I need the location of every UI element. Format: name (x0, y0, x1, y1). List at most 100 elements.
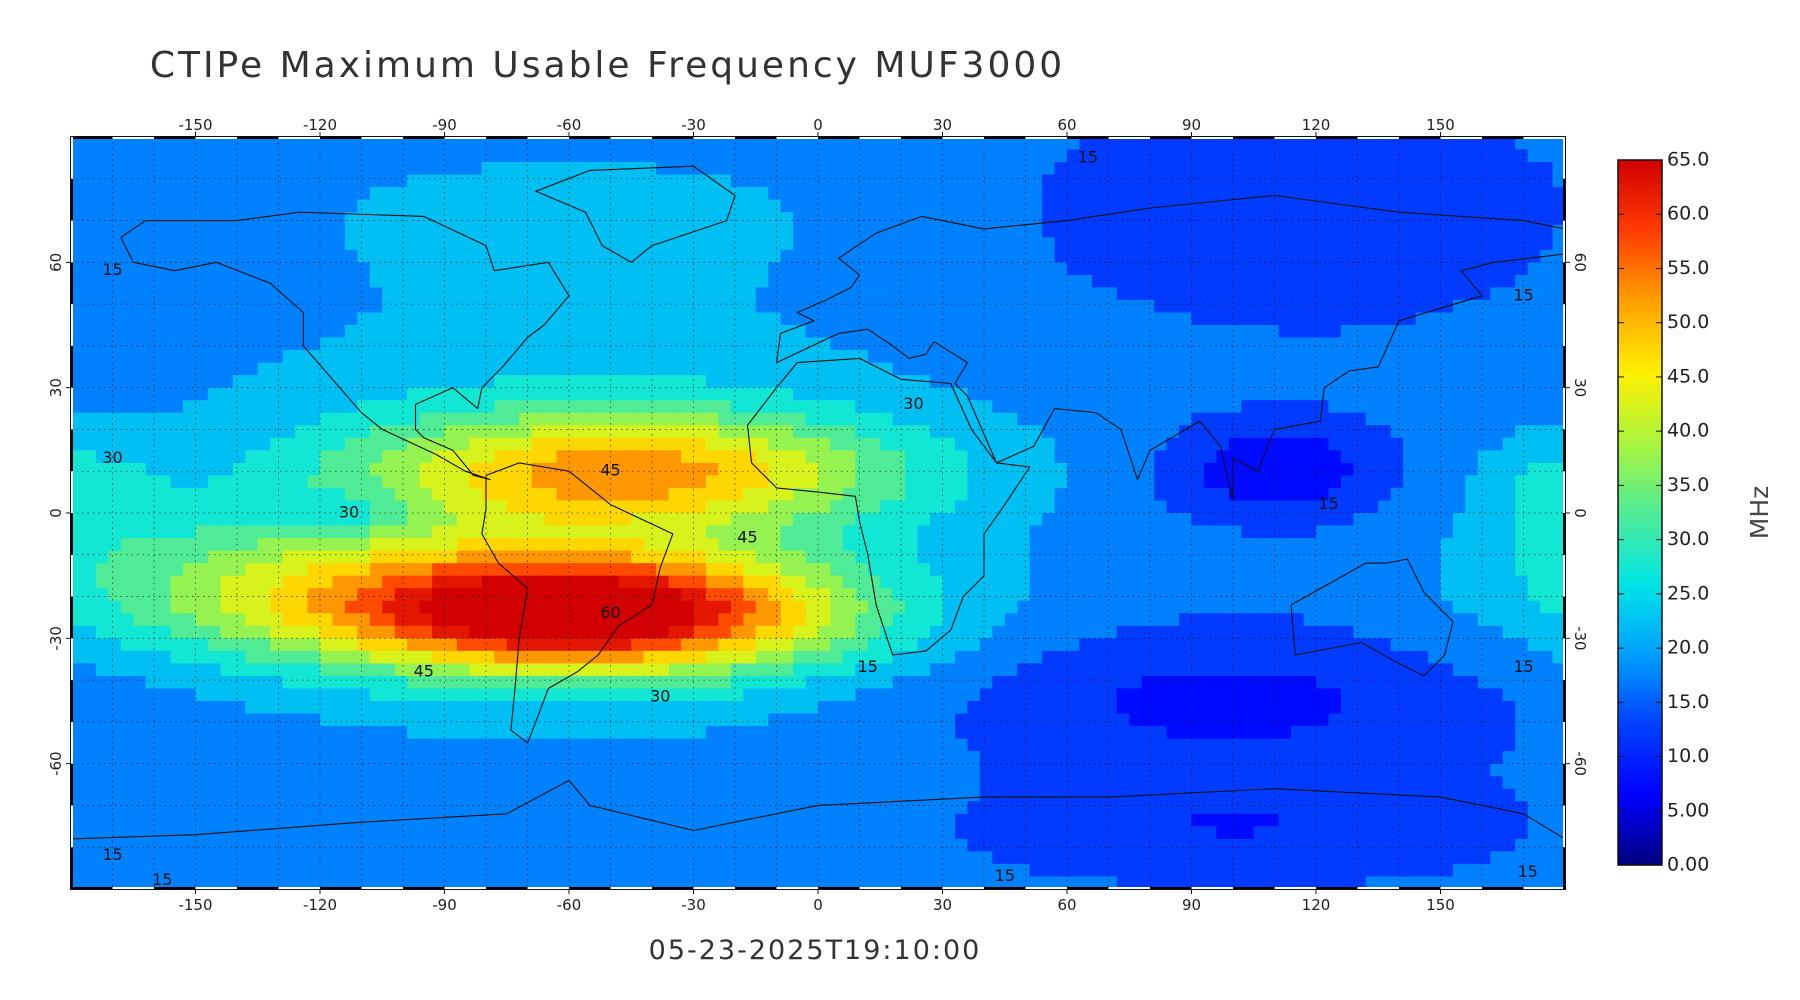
contour-cell (320, 199, 334, 213)
contour-cell (593, 174, 607, 188)
contour-cell (1291, 437, 1305, 451)
contour-cell (1316, 162, 1330, 176)
contour-cell (1440, 274, 1454, 288)
contour-cell (1253, 224, 1267, 238)
contour-cell (108, 337, 122, 351)
contour-cell (1004, 437, 1018, 451)
contour-cell (270, 613, 284, 627)
contour-cell (668, 199, 682, 213)
contour-cell (1490, 237, 1504, 251)
contour-cell (407, 550, 421, 564)
contour-cell (1378, 500, 1392, 514)
contour-cell (1116, 312, 1130, 326)
contour-cell (556, 487, 570, 502)
contour-cell (257, 199, 271, 213)
contour-cell (544, 375, 558, 389)
contour-cell (1353, 588, 1367, 602)
contour-cell (681, 563, 695, 577)
contour-cell (1253, 249, 1267, 263)
contour-cell (805, 450, 819, 464)
contour-cell (394, 149, 408, 163)
contour-cell (170, 450, 184, 464)
contour-cell (369, 187, 383, 201)
contour-cell (892, 299, 906, 314)
contour-cell (369, 550, 383, 564)
contour-cell (83, 137, 97, 151)
contour-cell (158, 487, 172, 502)
contour-cell (1042, 375, 1056, 389)
contour-cell (1154, 212, 1168, 226)
contour-cell (1228, 187, 1242, 201)
contour-cell (1116, 588, 1130, 602)
contour-cell (519, 600, 533, 614)
contour-cell (867, 475, 881, 489)
contour-cell (481, 625, 495, 639)
contour-cell (257, 149, 271, 163)
contour-cell (1091, 387, 1105, 401)
contour-cell (905, 550, 919, 564)
contour-cell (1291, 538, 1305, 552)
contour-cell (1378, 625, 1392, 639)
contour-cell (942, 325, 956, 339)
contour-cell (1054, 224, 1068, 238)
contour-cell (1253, 412, 1267, 426)
contour-cell (643, 538, 657, 552)
contour-cell (967, 625, 981, 639)
contour-cell (71, 337, 85, 351)
contour-cell (830, 312, 844, 326)
contour-cell (917, 337, 931, 351)
contour-cell (245, 387, 259, 401)
contour-cell (1328, 625, 1342, 639)
contour-cell (705, 425, 719, 439)
contour-cell (357, 199, 371, 213)
contour-cell (95, 487, 109, 502)
contour-cell (382, 538, 396, 552)
contour-cell (1079, 174, 1093, 188)
contour-cell (1191, 162, 1205, 176)
contour-cell (930, 174, 944, 188)
contour-cell (1527, 462, 1541, 476)
contour-cell (207, 362, 221, 376)
contour-cell (1378, 600, 1392, 614)
contour-cell (1428, 500, 1442, 514)
contour-cell (705, 387, 719, 401)
contour-cell (120, 600, 134, 614)
contour-cell (469, 513, 483, 527)
contour-cell (1316, 325, 1330, 339)
contour-cell (1428, 450, 1442, 464)
contour-cell (145, 287, 159, 301)
contour-cell (979, 613, 993, 627)
contour-cell (232, 387, 246, 401)
contour-cell (631, 400, 645, 414)
contour-cell (1228, 262, 1242, 276)
contour-cell (1477, 513, 1491, 527)
contour-cell (1054, 249, 1068, 263)
contour-cell (382, 174, 396, 188)
contour-cell (108, 187, 122, 201)
contour-cell (830, 337, 844, 351)
contour-cell (905, 487, 919, 502)
contour-cell (1179, 274, 1193, 288)
contour-cell (481, 425, 495, 439)
contour-cell (369, 325, 383, 339)
contour-cell (1191, 224, 1205, 238)
contour-cell (992, 187, 1006, 201)
contour-cell (232, 600, 246, 614)
contour-cell (768, 563, 782, 577)
contour-cell (1203, 325, 1217, 339)
contour-cell (1527, 224, 1541, 238)
contour-cell (1029, 613, 1043, 627)
contour-cell (83, 412, 97, 426)
contour-cell (494, 588, 508, 602)
contour-cell (643, 487, 657, 502)
contour-cell (1042, 199, 1056, 213)
contour-cell (158, 174, 172, 188)
contour-cell (681, 299, 695, 314)
contour-cell (917, 249, 931, 263)
contour-cell (1291, 299, 1305, 314)
contour-cell (1403, 638, 1417, 652)
contour-cell (743, 563, 757, 577)
contour-cell (1390, 287, 1404, 301)
contour-cell (220, 224, 234, 238)
contour-cell (232, 588, 246, 602)
